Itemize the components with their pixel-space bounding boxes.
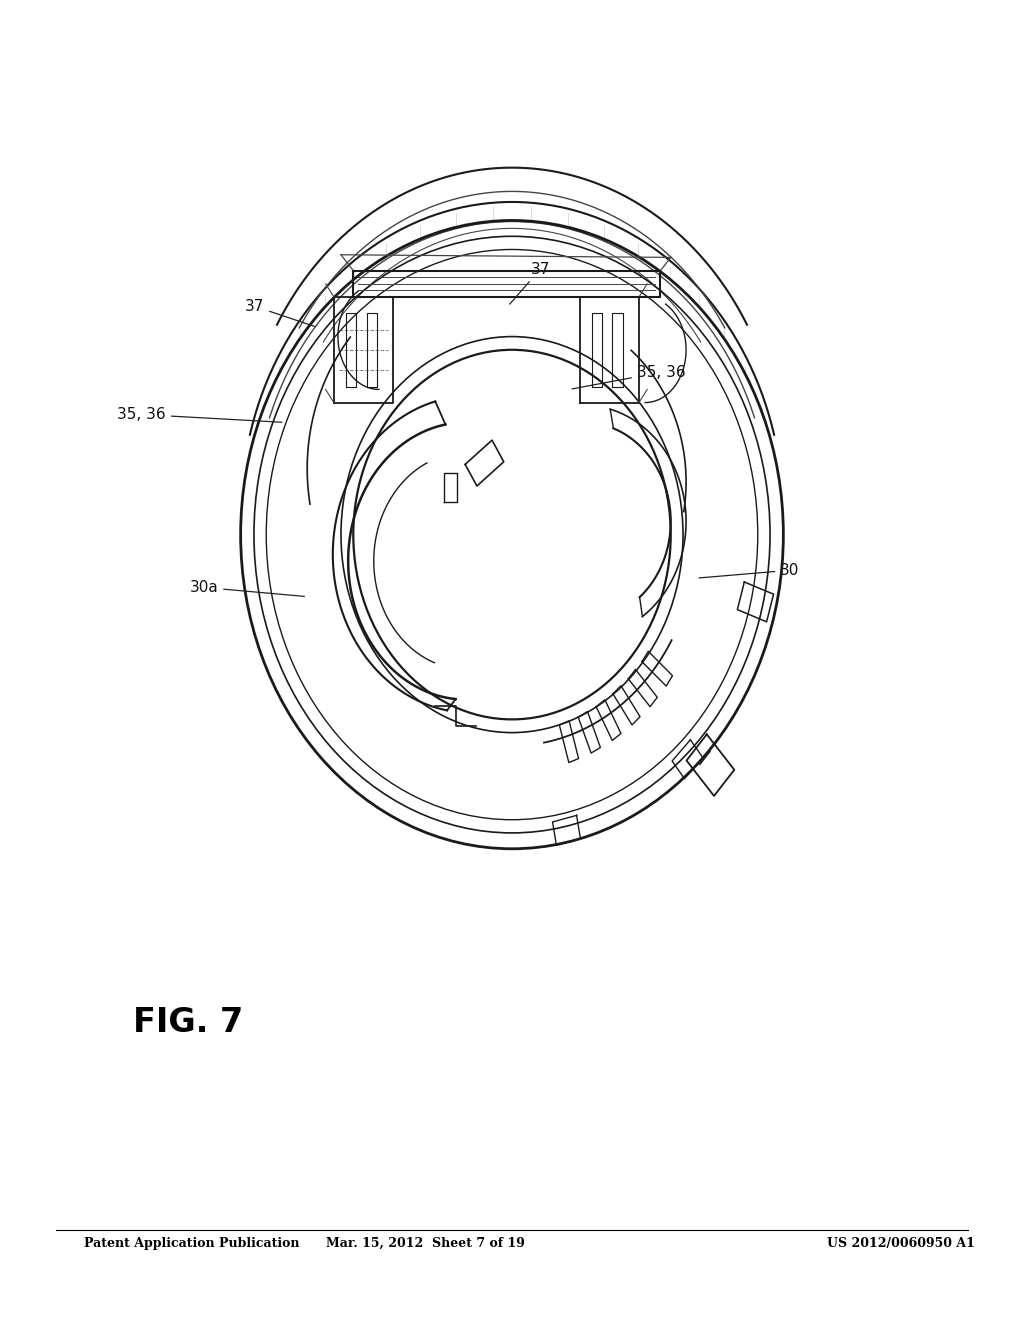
Text: 37: 37 bbox=[510, 261, 550, 304]
Text: US 2012/0060950 A1: US 2012/0060950 A1 bbox=[827, 1237, 975, 1250]
Text: Mar. 15, 2012  Sheet 7 of 19: Mar. 15, 2012 Sheet 7 of 19 bbox=[326, 1237, 524, 1250]
Text: 35, 36: 35, 36 bbox=[572, 364, 685, 389]
Text: 37: 37 bbox=[245, 298, 314, 326]
Text: FIG. 7: FIG. 7 bbox=[133, 1006, 244, 1040]
Text: Patent Application Publication: Patent Application Publication bbox=[84, 1237, 299, 1250]
Text: 30: 30 bbox=[699, 562, 800, 578]
Text: 35, 36: 35, 36 bbox=[118, 407, 282, 422]
Text: 30a: 30a bbox=[189, 579, 304, 597]
